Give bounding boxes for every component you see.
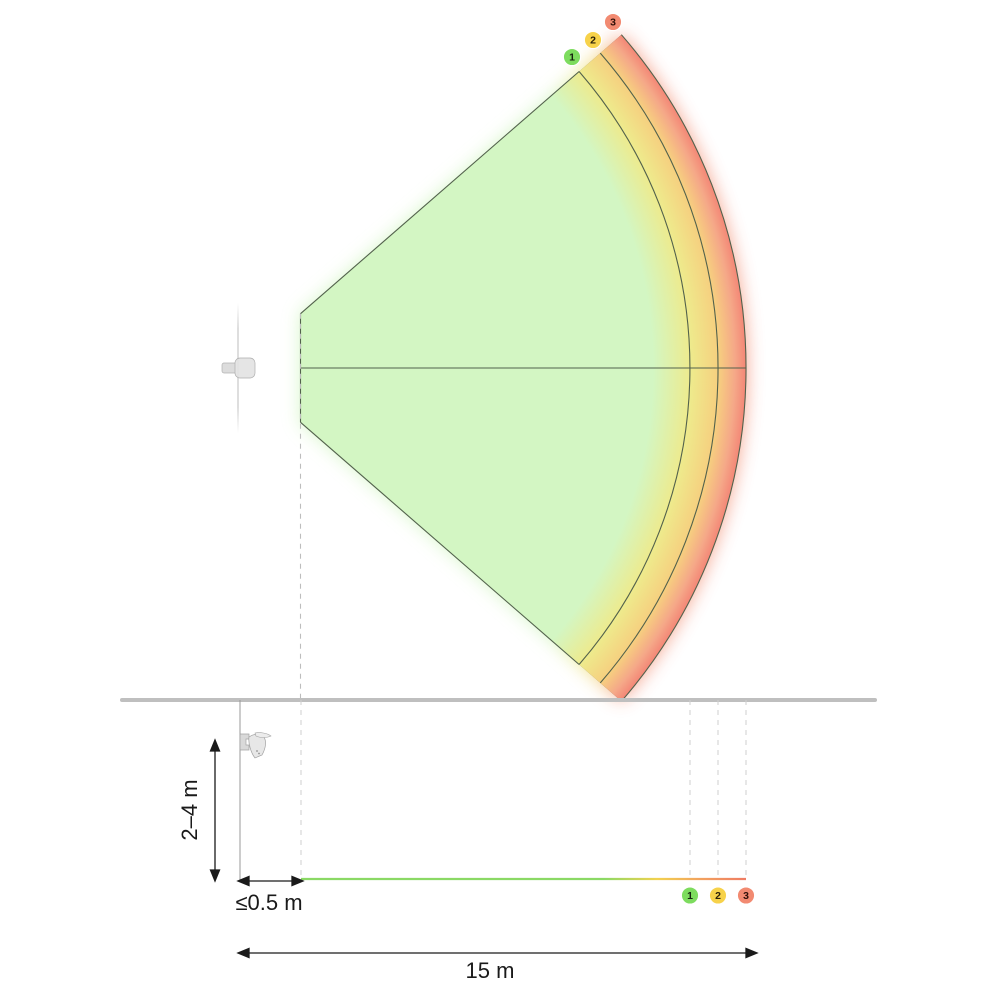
- svg-text:3: 3: [610, 17, 616, 29]
- svg-text:3: 3: [743, 890, 749, 902]
- svg-text:2–4 m: 2–4 m: [177, 779, 202, 840]
- svg-text:≤0.5 m: ≤0.5 m: [235, 890, 302, 915]
- svg-text:2: 2: [715, 890, 721, 902]
- svg-text:2: 2: [590, 35, 596, 47]
- svg-text:1: 1: [687, 890, 693, 902]
- svg-text:1: 1: [569, 52, 575, 64]
- svg-text:15 m: 15 m: [466, 958, 515, 983]
